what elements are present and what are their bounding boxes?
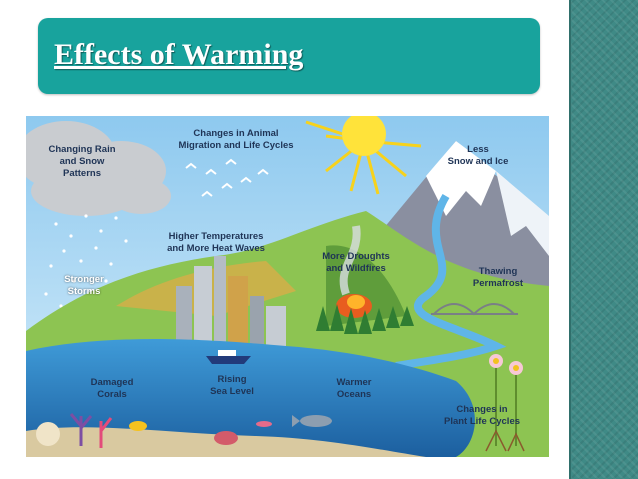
label-corals-line-1: Damaged: [90, 377, 134, 388]
label-snow-ice: Less Snow and Ice: [448, 144, 509, 168]
decorative-side-band: [569, 0, 638, 479]
label-permafrost: Thawing Permafrost: [473, 266, 523, 290]
label-rain-line-3: Patterns: [62, 168, 101, 179]
label-rain-line-1: Changing Rain: [48, 144, 116, 155]
city-skyline: [176, 256, 286, 346]
label-corals-line-2: Corals: [97, 389, 127, 400]
label-droughts-line-1: More Droughts: [322, 251, 390, 262]
label-permafrost-line-2: Permafrost: [472, 278, 524, 289]
label-oceans-line-2: Oceans: [336, 389, 372, 400]
illustration-art: [26, 116, 549, 457]
label-sea-level: Rising Sea Level: [210, 374, 254, 398]
label-migration-line-1: Changes in Animal: [193, 128, 279, 139]
boat: [206, 350, 251, 364]
label-rain: Changing Rain and Snow Patterns: [48, 144, 115, 180]
label-plants-line-1: Changes in: [456, 404, 508, 415]
label-storms: Stronger Storms: [64, 274, 104, 298]
label-plants: Changes in Plant Life Cycles: [444, 404, 520, 428]
label-storms-line-2: Storms: [67, 286, 101, 297]
bridge: [431, 303, 518, 316]
label-droughts-line-2: and Wildfires: [326, 263, 386, 274]
slide-title: Effects of Warming: [54, 38, 304, 71]
title-banner: Effects of Warming: [38, 18, 540, 94]
storm-cloud: [26, 121, 171, 216]
label-rain-line-2: and Snow: [59, 156, 105, 167]
label-oceans: Warmer Oceans: [336, 377, 371, 401]
birds: [185, 158, 269, 197]
label-oceans-line-1: Warmer: [336, 377, 372, 388]
label-temps-line-2: and More Heat Waves: [167, 243, 265, 254]
label-snow-line-1: Less: [467, 144, 489, 155]
climate-effects-illustration: Changing Rain and Snow Patterns Changes …: [26, 116, 549, 457]
fish: [256, 415, 332, 427]
label-sealevel-line-1: Rising: [217, 374, 247, 385]
label-corals: Damaged Corals: [91, 377, 134, 401]
label-permafrost-line-1: Thawing: [478, 266, 518, 277]
flowers: [485, 354, 525, 452]
label-temps-line-1: Higher Temperatures: [168, 231, 264, 242]
label-plants-line-2: Plant Life Cycles: [443, 416, 521, 427]
label-storms-line-1: Stronger: [64, 274, 104, 285]
label-migration-line-2: Migration and Life Cycles: [178, 140, 294, 151]
sun: [305, 116, 422, 195]
label-snow-line-2: Snow and Ice: [447, 156, 509, 167]
trees: [316, 304, 414, 334]
corals: [36, 413, 238, 448]
label-sealevel-line-2: Sea Level: [210, 386, 254, 397]
label-temperatures: Higher Temperatures and More Heat Waves: [167, 231, 265, 255]
label-droughts: More Droughts and Wildfires: [322, 251, 390, 275]
wildfire: [336, 225, 372, 318]
river: [395, 193, 507, 370]
label-migration: Changes in Animal Migration and Life Cyc…: [178, 128, 293, 152]
